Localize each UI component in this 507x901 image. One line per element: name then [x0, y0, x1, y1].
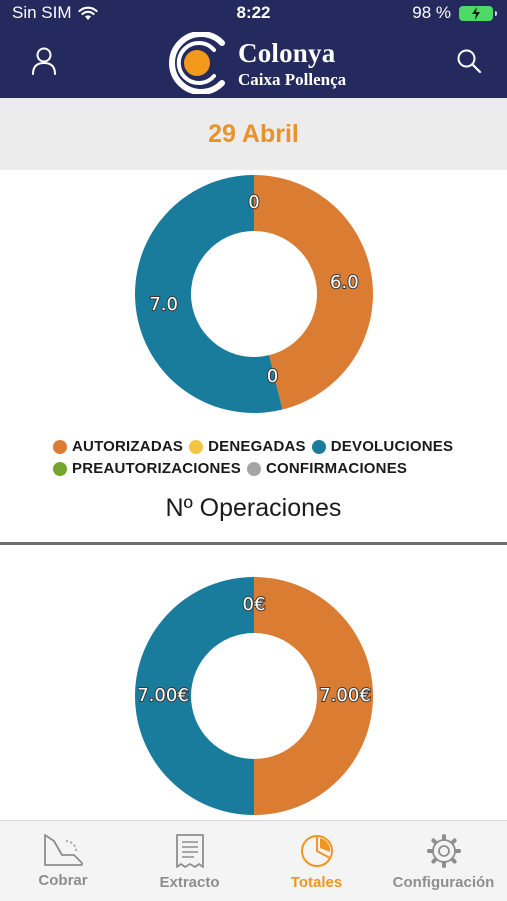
data-label: 6.0 — [330, 272, 359, 293]
legend-item-preautorizaciones: PREAUTORIZACIONES — [53, 460, 241, 477]
legend-dot — [189, 439, 204, 454]
battery-percent: 98 % — [412, 3, 451, 22]
section-divider — [0, 542, 507, 545]
tab-totales[interactable]: Totales — [253, 821, 380, 901]
data-label: 7.00€ — [137, 685, 189, 706]
battery-icon — [459, 5, 497, 21]
chart-legend: AUTORIZADAS DENEGADAS DEVOLUCIONES PREAU… — [0, 436, 507, 482]
cobrar-icon — [44, 834, 83, 866]
app-header: Colonya Caixa Pollença — [0, 26, 507, 98]
carrier-label: Sin SIM — [12, 3, 72, 22]
user-icon — [32, 47, 56, 75]
legend-item-autorizadas: AUTORIZADAS — [53, 438, 183, 455]
tab-extracto[interactable]: Extracto — [126, 821, 253, 901]
donut-segment-devoluciones — [135, 175, 283, 413]
donut-segment-devoluciones — [135, 577, 254, 815]
operations-donut-chart: 6.0 0 7.0 0 — [135, 175, 374, 413]
amounts-donut-chart: 7.00€ 7.00€ 0€ — [135, 577, 373, 815]
legend-item-confirmaciones: CONFIRMACIONES — [246, 460, 408, 477]
colonya-logo: Colonya Caixa Pollença — [156, 32, 356, 94]
legend-label: AUTORIZADAS — [72, 438, 184, 455]
legend-dot — [53, 461, 67, 476]
data-label: 0€ — [243, 594, 266, 615]
tab-label: Configuración — [392, 874, 495, 891]
legend-label: CONFIRMACIONES — [265, 460, 408, 477]
legend-dot — [53, 439, 67, 454]
pie-chart-icon — [300, 835, 333, 867]
search-icon — [457, 49, 482, 74]
status-time: 8:22 — [236, 3, 271, 22]
data-label: 0 — [267, 366, 278, 387]
donut-segment-autorizadas — [254, 577, 373, 815]
logo-name: Colonya — [238, 38, 336, 68]
user-button[interactable] — [27, 44, 61, 78]
tab-label: Extracto — [159, 874, 220, 891]
legend-dot — [311, 439, 326, 454]
legend-label: DENEGADAS — [208, 438, 306, 455]
chart-title: Nº Operaciones — [165, 494, 342, 522]
data-label: 0 — [248, 192, 259, 213]
data-label: 7.00€ — [319, 685, 371, 706]
logo-mark-icon — [169, 32, 225, 94]
logo-subtitle: Caixa Pollença — [238, 70, 347, 89]
legend-label: DEVOLUCIONES — [330, 438, 454, 455]
charging-bolt-icon — [472, 6, 480, 20]
tab-label: Cobrar — [38, 872, 88, 889]
gear-icon — [426, 834, 461, 868]
receipt-icon — [175, 834, 204, 868]
tab-cobrar[interactable]: Cobrar — [0, 821, 126, 901]
status-bar: Sin SIM 8:22 98 % — [0, 0, 507, 26]
wifi-icon — [77, 6, 98, 20]
legend-label: PREAUTORIZACIONES — [72, 460, 241, 477]
search-button[interactable] — [452, 44, 486, 78]
data-label: 7.0 — [149, 294, 178, 315]
tab-bar: Cobrar Extracto Totales Configuración — [0, 820, 507, 901]
donut-segment-autorizadas — [254, 175, 374, 410]
legend-item-denegadas: DENEGADAS — [189, 438, 306, 455]
legend-dot — [246, 461, 261, 476]
tab-label: Totales — [290, 874, 343, 891]
date-header: 29 Abril — [0, 98, 507, 170]
tab-configuracion[interactable]: Configuración — [380, 821, 507, 901]
legend-item-devoluciones: DEVOLUCIONES — [311, 438, 454, 455]
